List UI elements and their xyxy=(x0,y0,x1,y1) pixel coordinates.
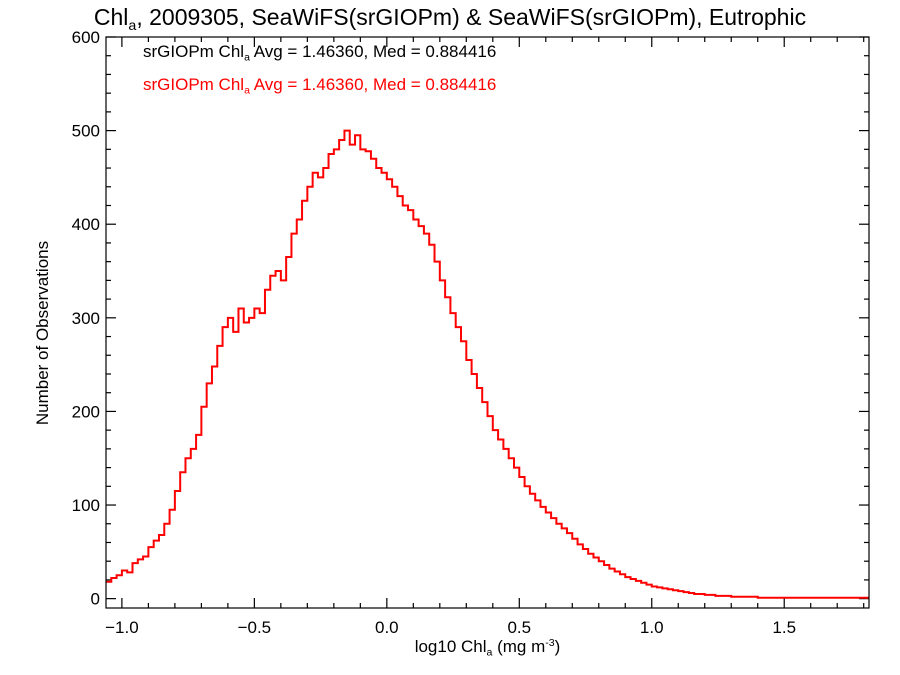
legend-entry-black: srGIOPm Chla Avg = 1.46360, Med = 0.8844… xyxy=(143,42,497,64)
y-axis-label: Number of Observations xyxy=(33,240,52,426)
x-tick-label: −0.5 xyxy=(238,618,272,637)
y-tick-label: 200 xyxy=(72,402,100,421)
histogram-series xyxy=(106,129,869,599)
tick-labels: −1.0 −0.5 0.0 0.5 1.0 1.5 0 100 200 300 400 500 600 xyxy=(72,28,796,637)
x-tick-label: 1.0 xyxy=(640,618,664,637)
y-tick-label: 0 xyxy=(91,590,100,609)
y-tick-label: 300 xyxy=(72,309,100,328)
chart-title: Chla, 2009305, SeaWiFS(srGIOPm) & SeaWiF… xyxy=(93,4,807,34)
x-tick-label: −1.0 xyxy=(105,618,139,637)
x-axis-label: log10 Chla (mg m-3) xyxy=(414,637,561,659)
histogram-line-0 xyxy=(106,129,869,599)
axis-ticks xyxy=(106,36,869,608)
y-tick-label: 600 xyxy=(72,28,100,47)
y-tick-label: 100 xyxy=(72,496,100,515)
x-tick-label: 0.0 xyxy=(375,618,399,637)
y-tick-label: 500 xyxy=(72,122,100,141)
plot-frame xyxy=(105,36,870,609)
x-tick-label: 0.5 xyxy=(507,618,531,637)
x-tick-label: 1.5 xyxy=(772,618,796,637)
legend-entry-red: srGIOPm Chla Avg = 1.46360, Med = 0.8844… xyxy=(143,75,497,97)
y-tick-label: 400 xyxy=(72,215,100,234)
